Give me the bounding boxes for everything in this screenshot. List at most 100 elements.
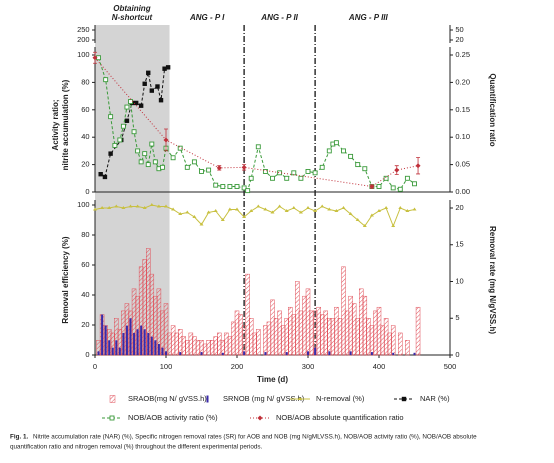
marker [191,159,197,165]
marker [220,218,225,221]
x-tick-label: 400 [373,362,386,371]
marker [103,77,109,83]
marker [262,168,268,174]
marker [298,175,304,181]
legend-swatch [206,395,209,403]
bar [221,352,224,355]
tick-label: 10 [455,276,463,285]
marker [383,175,389,181]
marker [131,129,137,135]
marker [376,184,382,189]
marker [109,415,115,421]
marker [277,204,282,208]
marker [255,144,261,150]
marker [355,162,361,168]
marker [263,207,268,211]
marker [348,153,354,159]
bar [200,352,203,355]
bar [161,347,164,355]
marker [256,204,261,208]
marker [184,164,190,170]
marker [334,209,339,212]
marker [152,159,158,165]
tick-label: 20 [81,160,89,169]
marker [333,140,339,146]
phase-label: ANG - P II [260,13,298,22]
tick-label: 0.10 [455,132,470,141]
tick-label: 200 [77,35,90,44]
tick-label: 0.15 [455,105,470,114]
bar [133,332,136,355]
marker [155,84,160,89]
x-tick-label: 500 [444,362,457,371]
bar [413,352,416,355]
bar [147,332,150,355]
x-label: Time (d) [257,375,288,384]
x-tick-label: 200 [231,362,244,371]
marker [199,222,204,226]
tick-label: 0 [85,350,89,359]
marker [185,210,190,214]
marker [128,99,133,105]
marker [135,148,141,154]
marker [138,103,144,108]
marker [213,209,218,212]
marker [108,151,113,156]
marker [178,212,183,215]
marker [298,210,303,214]
bar [243,351,246,355]
caption-line: Nitrite accumulation rate (NAR) (%), Spe… [33,434,477,441]
marker [149,141,155,147]
bar [122,332,125,355]
tick-label: 0.25 [455,50,470,59]
marker [124,104,130,110]
tick-label: 40 [81,290,89,299]
marker [248,175,254,181]
legend-label: SRAOB(mg N/ gVSS.h) [128,394,207,403]
marker [284,175,290,181]
legend-label: NOB/AOB activity ratio (%) [128,413,218,422]
bar [314,347,317,355]
marker [341,148,346,154]
marker [170,155,176,161]
marker [98,171,103,177]
marker [117,137,123,143]
y-label: Activity ratio; [51,99,60,150]
marker [257,415,263,421]
marker [142,206,147,209]
tick-label: 5 [455,313,459,322]
marker [146,70,151,76]
marker [108,114,114,120]
x-tick-label: 100 [160,362,173,371]
marker [133,100,139,106]
tick-label: 0.20 [455,77,470,86]
bar [108,340,111,355]
marker [270,175,275,181]
marker [220,184,226,189]
marker [100,206,105,209]
caption-label: Fig. 1. [10,434,28,441]
marker [216,165,222,171]
phase-label: Obtaining [113,4,150,13]
marker [384,206,389,209]
marker [192,215,197,218]
bar [157,343,160,355]
marker [121,206,126,209]
legend-label: SRNOB (mg N/ gVSS.h) [223,394,305,403]
bar [398,332,403,356]
bar [125,325,128,355]
marker [142,81,147,86]
marker [397,186,403,192]
bar [390,325,396,356]
legend-swatch [109,395,116,403]
bar [101,314,104,355]
marker [284,209,289,212]
marker [92,55,98,61]
tick-label: 80 [81,230,89,239]
marker [112,142,118,148]
marker [145,162,151,168]
bar [264,352,267,355]
tick-label: 60 [81,260,89,269]
bar [349,351,352,355]
